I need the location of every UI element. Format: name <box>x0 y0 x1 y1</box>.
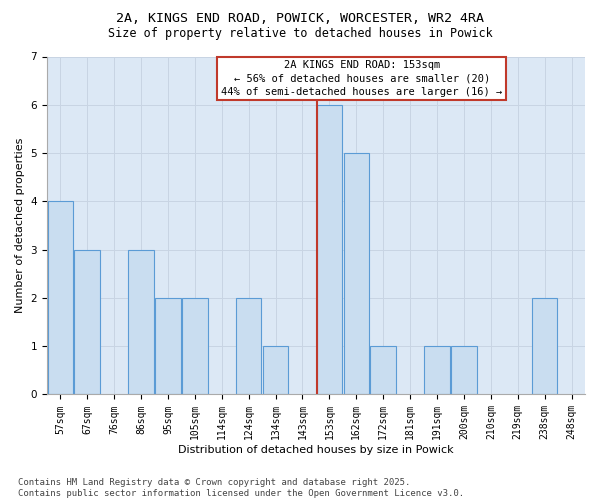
Text: 2A, KINGS END ROAD, POWICK, WORCESTER, WR2 4RA: 2A, KINGS END ROAD, POWICK, WORCESTER, W… <box>116 12 484 26</box>
Text: 2A KINGS END ROAD: 153sqm
← 56% of detached houses are smaller (20)
44% of semi-: 2A KINGS END ROAD: 153sqm ← 56% of detac… <box>221 60 502 97</box>
Bar <box>155 298 181 394</box>
X-axis label: Distribution of detached houses by size in Powick: Distribution of detached houses by size … <box>178 445 454 455</box>
Text: Size of property relative to detached houses in Powick: Size of property relative to detached ho… <box>107 28 493 40</box>
Text: Contains HM Land Registry data © Crown copyright and database right 2025.
Contai: Contains HM Land Registry data © Crown c… <box>18 478 464 498</box>
Bar <box>47 202 73 394</box>
Y-axis label: Number of detached properties: Number of detached properties <box>15 138 25 313</box>
Bar <box>451 346 477 395</box>
Bar <box>370 346 396 395</box>
Bar <box>424 346 450 395</box>
Bar <box>263 346 289 395</box>
Bar <box>182 298 208 394</box>
Bar <box>128 250 154 394</box>
Bar <box>317 105 342 395</box>
Bar <box>532 298 557 394</box>
Bar <box>344 153 369 394</box>
Bar <box>236 298 262 394</box>
Bar <box>74 250 100 394</box>
